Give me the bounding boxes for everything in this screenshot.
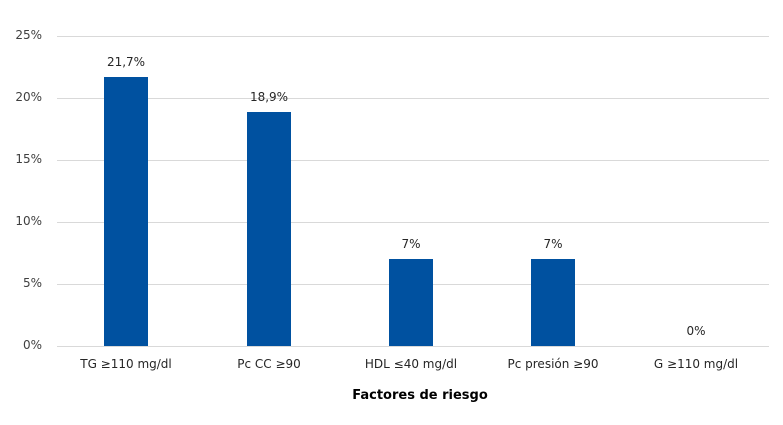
x-axis-title: Factores de riesgo [352,388,488,403]
gridline [57,36,769,37]
x-tick-label: Pc CC ≥90 [237,357,301,371]
x-tick-label: Pc presión ≥90 [507,357,599,371]
bar [247,111,291,346]
data-label: 7% [543,237,563,252]
data-label: 18,9% [249,89,289,104]
gridline [57,346,769,347]
y-tick-label: 0% [22,338,42,352]
x-tick-label: TG ≥110 mg/dl [80,357,172,371]
y-tick-label: 20% [15,90,42,104]
y-tick-label: 25% [15,28,42,42]
x-tick-label: G ≥110 mg/dl [653,357,739,371]
bar [389,259,433,346]
gridline [57,160,769,161]
y-tick-label: 10% [15,214,42,228]
x-tick-label: HDL ≤40 mg/dl [364,357,458,371]
data-label: 7% [401,237,421,252]
gridline [57,222,769,223]
bar [531,259,575,346]
y-tick-label: 15% [15,152,42,166]
bar [104,76,148,346]
y-tick-label: 5% [22,276,42,290]
gridline [57,98,769,99]
data-label: 21,7% [106,54,146,69]
data-label: 0% [686,324,706,338]
